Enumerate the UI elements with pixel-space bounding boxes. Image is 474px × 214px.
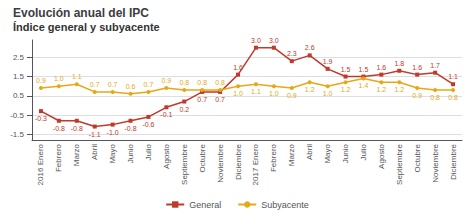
svg-text:Diciembre: Diciembre xyxy=(449,143,458,180)
svg-text:0.8: 0.8 xyxy=(430,94,440,101)
svg-text:-0.3: -0.3 xyxy=(35,115,47,122)
svg-text:-0.8: -0.8 xyxy=(71,125,83,132)
svg-text:0.6: 0.6 xyxy=(126,83,136,90)
svg-text:1.0: 1.0 xyxy=(269,90,279,97)
svg-text:0.9: 0.9 xyxy=(36,77,46,84)
svg-text:2.6: 2.6 xyxy=(305,44,315,51)
svg-text:1.2: 1.2 xyxy=(394,86,404,93)
svg-text:Octubre: Octubre xyxy=(198,143,207,172)
svg-text:Agosto: Agosto xyxy=(162,143,171,168)
svg-text:2.5: 2.5 xyxy=(13,53,25,62)
svg-text:0.7: 0.7 xyxy=(108,81,118,88)
svg-text:0.8: 0.8 xyxy=(197,79,207,86)
svg-text:Febrero: Febrero xyxy=(269,143,278,172)
svg-text:-1.5: -1.5 xyxy=(10,130,24,139)
svg-text:-1.0: -1.0 xyxy=(107,129,119,136)
svg-text:Abril: Abril xyxy=(90,144,99,160)
svg-text:Evolución anual del IPC: Evolución anual del IPC xyxy=(13,6,149,20)
svg-text:Noviembre: Noviembre xyxy=(431,143,440,182)
svg-text:Abril: Abril xyxy=(305,144,314,160)
svg-text:2017 Enero: 2017 Enero xyxy=(251,143,260,185)
svg-text:1.5: 1.5 xyxy=(13,72,25,81)
svg-text:0.7: 0.7 xyxy=(215,96,225,103)
svg-text:1.7: 1.7 xyxy=(430,62,440,69)
svg-text:1.1: 1.1 xyxy=(448,73,458,80)
svg-text:Índice general y subyacente: Índice general y subyacente xyxy=(13,21,160,33)
svg-text:-0.6: -0.6 xyxy=(142,121,154,128)
svg-text:-1.1: -1.1 xyxy=(89,131,101,138)
svg-text:Junio: Junio xyxy=(341,143,350,163)
svg-text:Marzo: Marzo xyxy=(72,143,81,166)
svg-text:Julio: Julio xyxy=(359,143,368,160)
svg-text:1.6: 1.6 xyxy=(377,64,387,71)
svg-text:1.0: 1.0 xyxy=(233,90,243,97)
svg-text:-0.5: -0.5 xyxy=(10,111,24,120)
svg-text:0.7: 0.7 xyxy=(197,96,207,103)
svg-text:Subyacente: Subyacente xyxy=(261,200,309,210)
svg-text:-0.8: -0.8 xyxy=(125,125,137,132)
svg-text:0.9: 0.9 xyxy=(162,77,172,84)
svg-text:1.5: 1.5 xyxy=(341,66,351,73)
svg-text:1.0: 1.0 xyxy=(54,75,64,82)
svg-text:2016 Enero: 2016 Enero xyxy=(36,143,45,185)
svg-text:0.7: 0.7 xyxy=(90,81,100,88)
svg-text:0.9: 0.9 xyxy=(287,92,297,99)
svg-text:Noviembre: Noviembre xyxy=(216,143,225,182)
svg-text:0.2: 0.2 xyxy=(179,106,189,113)
svg-text:Septiembre: Septiembre xyxy=(395,143,404,184)
svg-text:1.1: 1.1 xyxy=(251,88,261,95)
svg-text:2.3: 2.3 xyxy=(287,50,297,57)
svg-text:Julio: Julio xyxy=(144,143,153,160)
svg-text:Agosto: Agosto xyxy=(377,143,386,168)
svg-text:0.8: 0.8 xyxy=(215,79,225,86)
svg-text:Septiembre: Septiembre xyxy=(180,143,189,184)
svg-text:0.5: 0.5 xyxy=(13,91,25,100)
svg-text:1.6: 1.6 xyxy=(412,64,422,71)
svg-text:-0.8: -0.8 xyxy=(53,125,65,132)
svg-text:0.9: 0.9 xyxy=(412,92,422,99)
svg-text:0.8: 0.8 xyxy=(179,79,189,86)
svg-text:1.2: 1.2 xyxy=(341,86,351,93)
svg-text:0.7: 0.7 xyxy=(144,81,154,88)
svg-text:1.8: 1.8 xyxy=(394,60,404,67)
svg-text:Junio: Junio xyxy=(126,143,135,163)
svg-text:Mayo: Mayo xyxy=(323,143,332,163)
svg-text:Diciembre: Diciembre xyxy=(234,143,243,180)
svg-text:3.0: 3.0 xyxy=(269,37,279,44)
svg-text:1.4: 1.4 xyxy=(359,82,369,89)
svg-text:-0.1: -0.1 xyxy=(160,111,172,118)
svg-text:3.0: 3.0 xyxy=(251,37,261,44)
svg-text:Febrero: Febrero xyxy=(54,143,63,172)
svg-text:1.6: 1.6 xyxy=(233,64,243,71)
svg-text:1.2: 1.2 xyxy=(377,86,387,93)
svg-text:Octubre: Octubre xyxy=(413,143,422,172)
svg-text:Marzo: Marzo xyxy=(287,143,296,166)
svg-text:1.9: 1.9 xyxy=(323,58,333,65)
svg-text:1.0: 1.0 xyxy=(323,90,333,97)
svg-text:1.1: 1.1 xyxy=(72,73,82,80)
svg-text:1.5: 1.5 xyxy=(359,66,369,73)
svg-text:General: General xyxy=(189,200,221,210)
svg-text:1.2: 1.2 xyxy=(305,86,315,93)
svg-text:0.8: 0.8 xyxy=(448,94,458,101)
svg-text:Mayo: Mayo xyxy=(108,143,117,163)
